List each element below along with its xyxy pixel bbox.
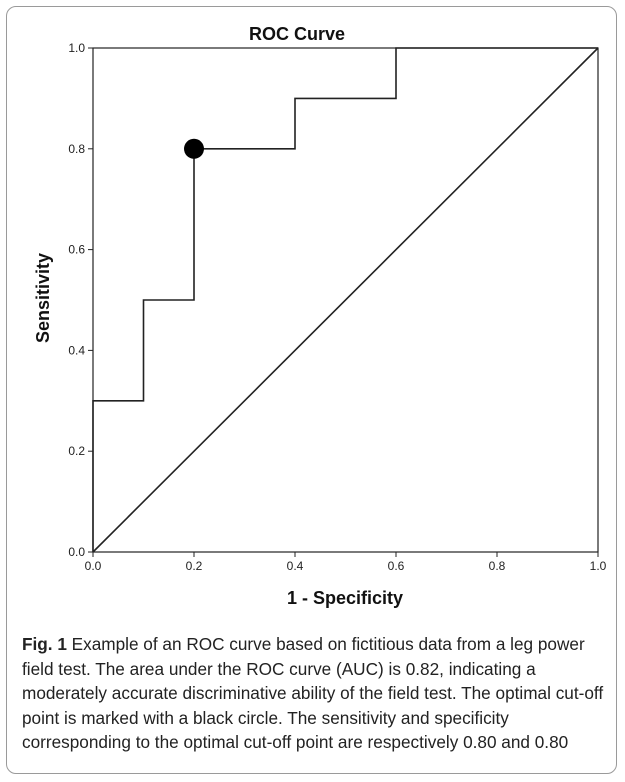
x-tick-label: 0.8 xyxy=(489,559,506,573)
x-tick-label: 1.0 xyxy=(590,559,607,573)
chart-title: ROC Curve xyxy=(249,24,345,44)
figure-caption: Fig. 1 Example of an ROC curve based on … xyxy=(22,632,607,755)
y-tick-label: 0.0 xyxy=(68,545,85,559)
x-tick-label: 0.6 xyxy=(388,559,405,573)
caption-label: Fig. 1 xyxy=(22,634,67,654)
caption-text: Example of an ROC curve based on fictiti… xyxy=(22,634,604,753)
optimal-cutoff-marker xyxy=(184,138,204,159)
y-tick-label: 0.4 xyxy=(68,343,85,357)
roc-chart: ROC Curve 0.0 0.2 0.4 0.6 0.8 1.0 0.0 0.2 0.4 0.6… xyxy=(33,24,607,608)
figure-frame xyxy=(6,6,617,774)
y-tick-label: 0.8 xyxy=(68,142,85,156)
x-tick-label: 0.2 xyxy=(186,559,203,573)
x-axis-label: 1 - Specificity xyxy=(287,588,403,608)
x-tick-label: 0.4 xyxy=(287,559,304,573)
y-tick-label: 0.6 xyxy=(68,243,85,257)
y-tick-label: 1.0 xyxy=(68,41,85,55)
y-tick-label: 0.2 xyxy=(68,444,85,458)
reference-diagonal-line xyxy=(92,47,599,553)
y-axis-label: Sensitivity xyxy=(33,253,53,343)
plot-area: 0.0 0.2 0.4 0.6 0.8 1.0 0.0 0.2 0.4 0.6 0.8 1.0 xyxy=(68,41,606,573)
x-tick-label: 0.0 xyxy=(85,559,102,573)
plot-border xyxy=(92,47,599,553)
